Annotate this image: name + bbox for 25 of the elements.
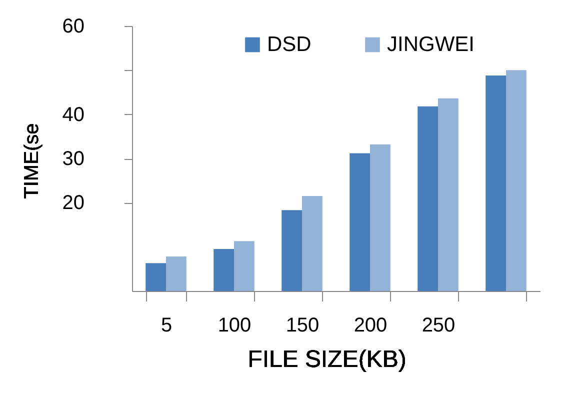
x-axis-title: FILE SIZE(KB) xyxy=(248,346,406,373)
bar xyxy=(214,249,234,291)
y-tick-label: 60 xyxy=(62,16,84,38)
bar xyxy=(486,75,506,291)
bar xyxy=(506,70,526,291)
x-tick-label: 200 xyxy=(354,314,388,336)
legend-label: DSD xyxy=(267,32,312,56)
bar xyxy=(350,153,370,291)
x-tick-label: 5 xyxy=(160,314,172,336)
bar xyxy=(370,144,390,291)
bar xyxy=(282,210,302,291)
bar xyxy=(418,106,438,291)
y-tick-label: 40 xyxy=(62,104,84,126)
bar xyxy=(234,241,254,291)
bar xyxy=(166,256,186,291)
y-tick-label: 20 xyxy=(62,192,84,214)
y-tick-label: 30 xyxy=(62,148,84,170)
y-axis-title: TIME(se xyxy=(21,123,43,199)
x-tick-label: 150 xyxy=(286,314,320,336)
x-tick-label: 250 xyxy=(422,314,456,336)
bar xyxy=(438,98,458,291)
bar xyxy=(302,196,322,291)
x-tick-label: 100 xyxy=(218,314,252,336)
legend-label: JINGWEI xyxy=(387,32,474,56)
bar xyxy=(146,263,166,291)
